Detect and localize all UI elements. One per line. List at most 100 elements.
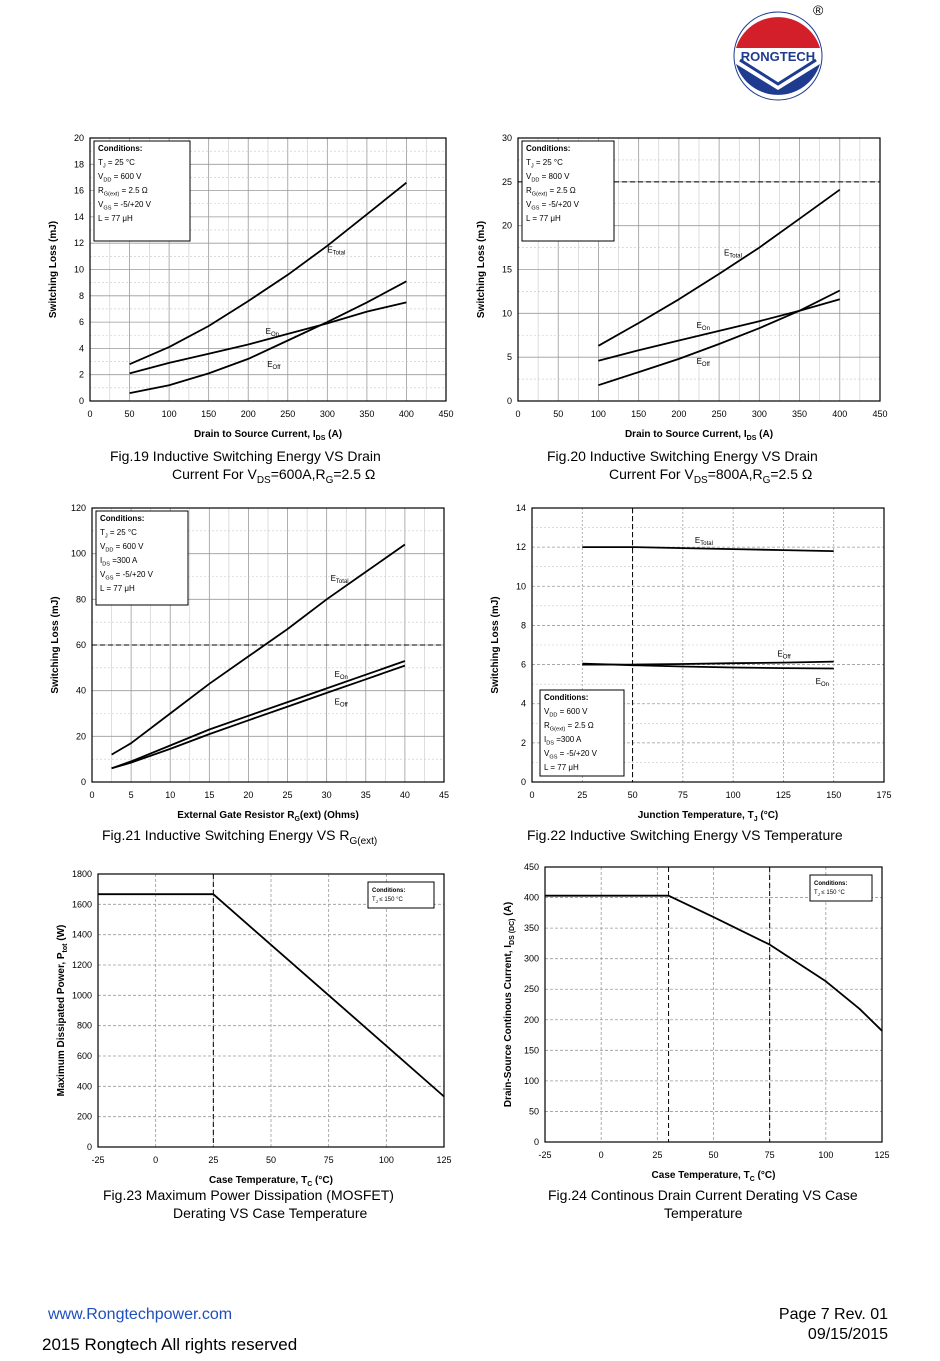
series-label: EOn: [816, 677, 829, 688]
y-tick-label: 14: [74, 212, 84, 222]
plot-frame: [544, 866, 883, 1143]
x-tick-label: 0: [515, 409, 520, 419]
caption-fig23: Fig.23 Maximum Power Dissipation (MOSFET…: [103, 1186, 463, 1222]
conditions-line: L = 77 μH: [100, 584, 135, 593]
y-tick-label: 2: [521, 738, 526, 748]
conditions-line: Conditions:: [372, 888, 405, 894]
conditions-line: IDS =300 A: [544, 735, 582, 746]
caption-line-1: Fig.20 Inductive Switching Energy VS Dra…: [547, 448, 818, 464]
x-tick-label: 20: [243, 790, 253, 800]
conditions-line: TJ ≤ 150 °C: [372, 897, 403, 904]
website-link[interactable]: www.Rongtechpower.com: [48, 1306, 233, 1323]
conditions-line: TJ = 25 °C: [98, 158, 135, 169]
y-tick-label: 450: [524, 862, 539, 872]
caption-fig22: Fig.22 Inductive Switching Energy VS Tem…: [527, 827, 843, 843]
conditions-line: VDD = 600 V: [98, 172, 142, 183]
series-line: [98, 893, 445, 1098]
series-line-eoff: [111, 664, 406, 770]
grid: [544, 866, 883, 1143]
x-tick-label: 100: [379, 1155, 394, 1165]
conditions-line: Conditions:: [814, 881, 847, 887]
x-tick-label: 0: [599, 1150, 604, 1160]
series-line-eon: [129, 301, 407, 375]
y-tick-label: 150: [524, 1045, 539, 1055]
series-line: [545, 894, 883, 1032]
y-tick-label: 100: [71, 549, 86, 559]
conditions-box: [93, 140, 191, 242]
conditions-line: TJ = 25 °C: [526, 158, 563, 169]
document-date: 09/15/2015: [807, 1326, 888, 1343]
x-tick-label: 100: [818, 1150, 833, 1160]
chart-fig23: -25 0 25 50 75 100 125 0 200 400 600 800 1000 1200 140…: [56, 869, 452, 1188]
x-tick-label: 0: [529, 790, 534, 800]
y-tick-label: 4: [521, 699, 526, 709]
y-tick-label: 0: [87, 1142, 92, 1152]
x-tick-label: 125: [874, 1150, 889, 1160]
y-axis-label: Maximum Dissipated Power, Ptot (W): [56, 925, 69, 1097]
page-revision: Page 7 Rev. 01: [778, 1306, 888, 1323]
series-line-etotal: [111, 543, 406, 756]
conditions-line: VGS = -5/+20 V: [98, 200, 152, 211]
x-tick-label: 175: [876, 790, 891, 800]
series-label: EOff: [777, 650, 791, 661]
conditions-line: VGS = -5/+20 V: [526, 200, 580, 211]
y-tick-label: 0: [534, 1137, 539, 1147]
y-tick-label: 15: [502, 265, 512, 275]
series-line-etotal: [582, 546, 834, 552]
x-tick-label: 75: [765, 1150, 775, 1160]
y-tick-label: 6: [521, 660, 526, 670]
y-axis-label: Drain-Source Continous Current, IDS (DC)…: [503, 902, 516, 1107]
x-tick-label: 150: [826, 790, 841, 800]
x-tick-label: 100: [591, 409, 606, 419]
x-tick-label: 75: [324, 1155, 334, 1165]
y-tick-label: 400: [524, 893, 539, 903]
x-tick-label: 30: [322, 790, 332, 800]
x-tick-label: 0: [153, 1155, 158, 1165]
conditions-line: RG(ext) = 2.5 Ω: [98, 186, 148, 197]
y-axis-label: Switching Loss (mJ): [476, 221, 487, 318]
x-tick-label: 50: [266, 1155, 276, 1165]
x-tick-label: -25: [91, 1155, 104, 1165]
y-tick-label: 0: [521, 777, 526, 787]
x-tick-label: 40: [400, 790, 410, 800]
x-tick-label: 10: [165, 790, 175, 800]
x-tick-label: 100: [726, 790, 741, 800]
series-label: EOn: [266, 327, 279, 338]
x-tick-label: 350: [792, 409, 807, 419]
y-tick-label: 1800: [72, 869, 92, 879]
x-tick-label: 15: [204, 790, 214, 800]
y-tick-label: 14: [516, 503, 526, 513]
y-axis-label: Switching Loss (mJ): [50, 596, 61, 693]
x-tick-label: 150: [201, 409, 216, 419]
conditions-line: RG(ext) = 2.5 Ω: [544, 721, 594, 732]
y-tick-label: 4: [79, 343, 84, 353]
caption-line-2: Current For VDS=800A,RG=2.5 Ω: [609, 466, 813, 486]
conditions-line: VGS = -5/+20 V: [100, 570, 154, 581]
conditions-box: [367, 881, 435, 909]
chart-fig22: 0 25 50 75 100 125 150 175 0 2 4 6 8 10 12 14 Junction T…: [490, 503, 892, 823]
chart-fig21: 0 5 10 15 20 25 30 35 40 45 0 20 40 60 80 100 120 Externa…: [50, 503, 449, 823]
y-tick-label: 20: [76, 731, 86, 741]
x-axis-label: Drain to Source Current, IDS (A): [194, 429, 342, 442]
series-label: ETotal: [695, 536, 713, 547]
y-tick-label: 60: [76, 640, 86, 650]
caption-line-2: Derating VS Case Temperature: [173, 1205, 368, 1221]
series-line-eon: [582, 662, 834, 670]
conditions-line: VDD = 600 V: [544, 707, 588, 718]
plot-frame: [91, 507, 445, 783]
rongtech-logo: RONGTECH: [733, 11, 823, 101]
caption-fig20: Fig.20 Inductive Switching Energy VS Dra…: [547, 447, 907, 490]
y-tick-label: 300: [524, 954, 539, 964]
y-tick-label: 5: [507, 352, 512, 362]
x-tick-label: 0: [89, 790, 94, 800]
conditions-line: VDD = 800 V: [526, 172, 570, 183]
y-tick-label: 250: [524, 984, 539, 994]
series-label: EOn: [697, 321, 710, 332]
conditions-line: L = 77 μH: [98, 214, 133, 223]
conditions-line: L = 77 μH: [544, 763, 579, 772]
y-tick-label: 1400: [72, 930, 92, 940]
y-tick-label: 80: [76, 594, 86, 604]
series-line-etotal: [129, 181, 407, 366]
conditions-line: RG(ext) = 2.5 Ω: [526, 186, 576, 197]
y-axis-label: Switching Loss (mJ): [48, 221, 59, 318]
